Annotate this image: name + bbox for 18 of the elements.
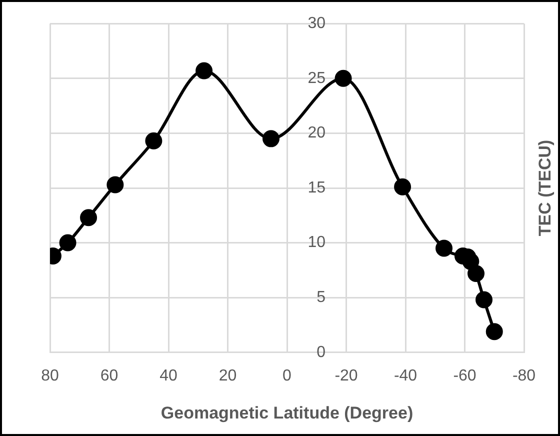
x-tick-label: -60 <box>453 367 476 384</box>
x-tick-label: 40 <box>160 367 178 384</box>
x-tick-label: -20 <box>334 367 358 384</box>
x-tick-label: 80 <box>41 367 59 384</box>
y-tick-label: 15 <box>308 179 326 196</box>
x-tick-label: 20 <box>218 367 237 384</box>
x-tick-label: 60 <box>100 367 118 384</box>
y-tick-label: 30 <box>308 15 326 32</box>
y-tick-label: 20 <box>308 124 326 142</box>
x-tick-label: -40 <box>394 367 418 384</box>
y-tick-label: 10 <box>308 234 326 252</box>
x-tick-label: 0 <box>282 367 292 384</box>
x-axis-title: Geomagnetic Latitude (Degree) <box>160 403 414 422</box>
x-tick-label: -80 <box>512 367 536 384</box>
y-axis-title: TEC (TECU) <box>536 140 555 236</box>
y-tick-label: 0 <box>316 344 326 361</box>
y-tick-label: 5 <box>316 289 326 306</box>
y-tick-label: 25 <box>308 70 326 87</box>
